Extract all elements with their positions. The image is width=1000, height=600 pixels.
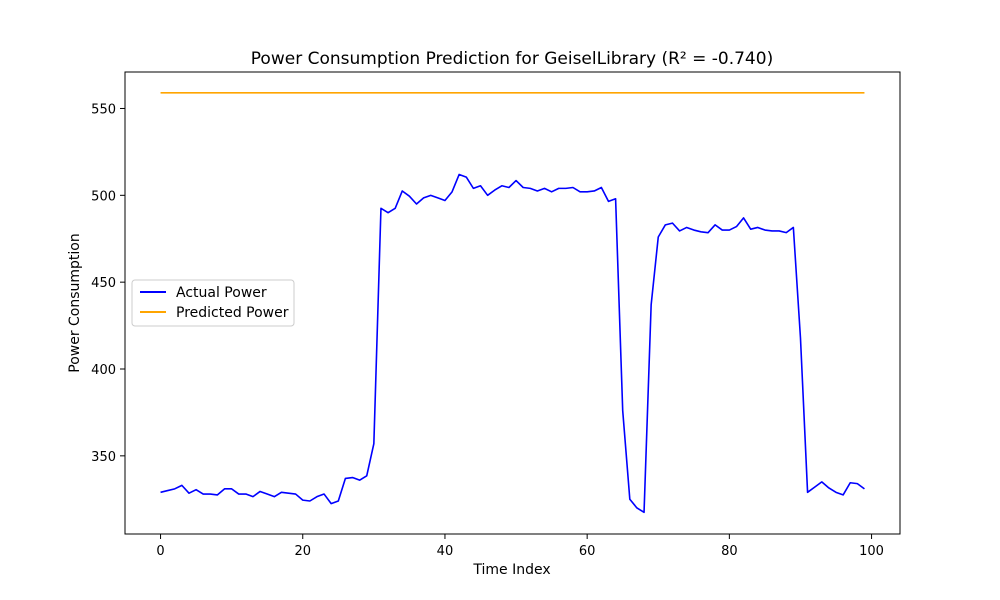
- legend: Actual Power Predicted Power: [131, 279, 295, 327]
- series-line-actual-power: [160, 173, 865, 514]
- x-tick-label-40: 40: [437, 544, 454, 559]
- y-tick-label-500: 500: [91, 189, 116, 204]
- x-tick-label-80: 80: [721, 544, 738, 559]
- y-axis-label: Power Consumption: [67, 233, 83, 373]
- x-tick-label-20: 20: [294, 544, 311, 559]
- y-tick-label-550: 550: [91, 102, 116, 117]
- legend-box: [131, 279, 295, 327]
- legend-label-predicted-power: Predicted Power: [176, 305, 289, 321]
- y-tick-label-350: 350: [91, 450, 116, 465]
- axis-layer: 0 20 40 60 80 100 350 400 450 500 550: [91, 102, 884, 559]
- x-axis-label: Time Index: [472, 562, 550, 578]
- y-tick-label-450: 450: [91, 276, 116, 291]
- x-tick-label-100: 100: [859, 544, 884, 559]
- x-tick-label-0: 0: [156, 544, 164, 559]
- plot-area-frame: [124, 71, 901, 535]
- x-tick-label-60: 60: [579, 544, 596, 559]
- y-tick-label-400: 400: [91, 363, 116, 378]
- series-layer: [160, 92, 865, 514]
- chart-title: Power Consumption Prediction for GeiselL…: [251, 49, 773, 69]
- legend-label-actual-power: Actual Power: [176, 285, 267, 301]
